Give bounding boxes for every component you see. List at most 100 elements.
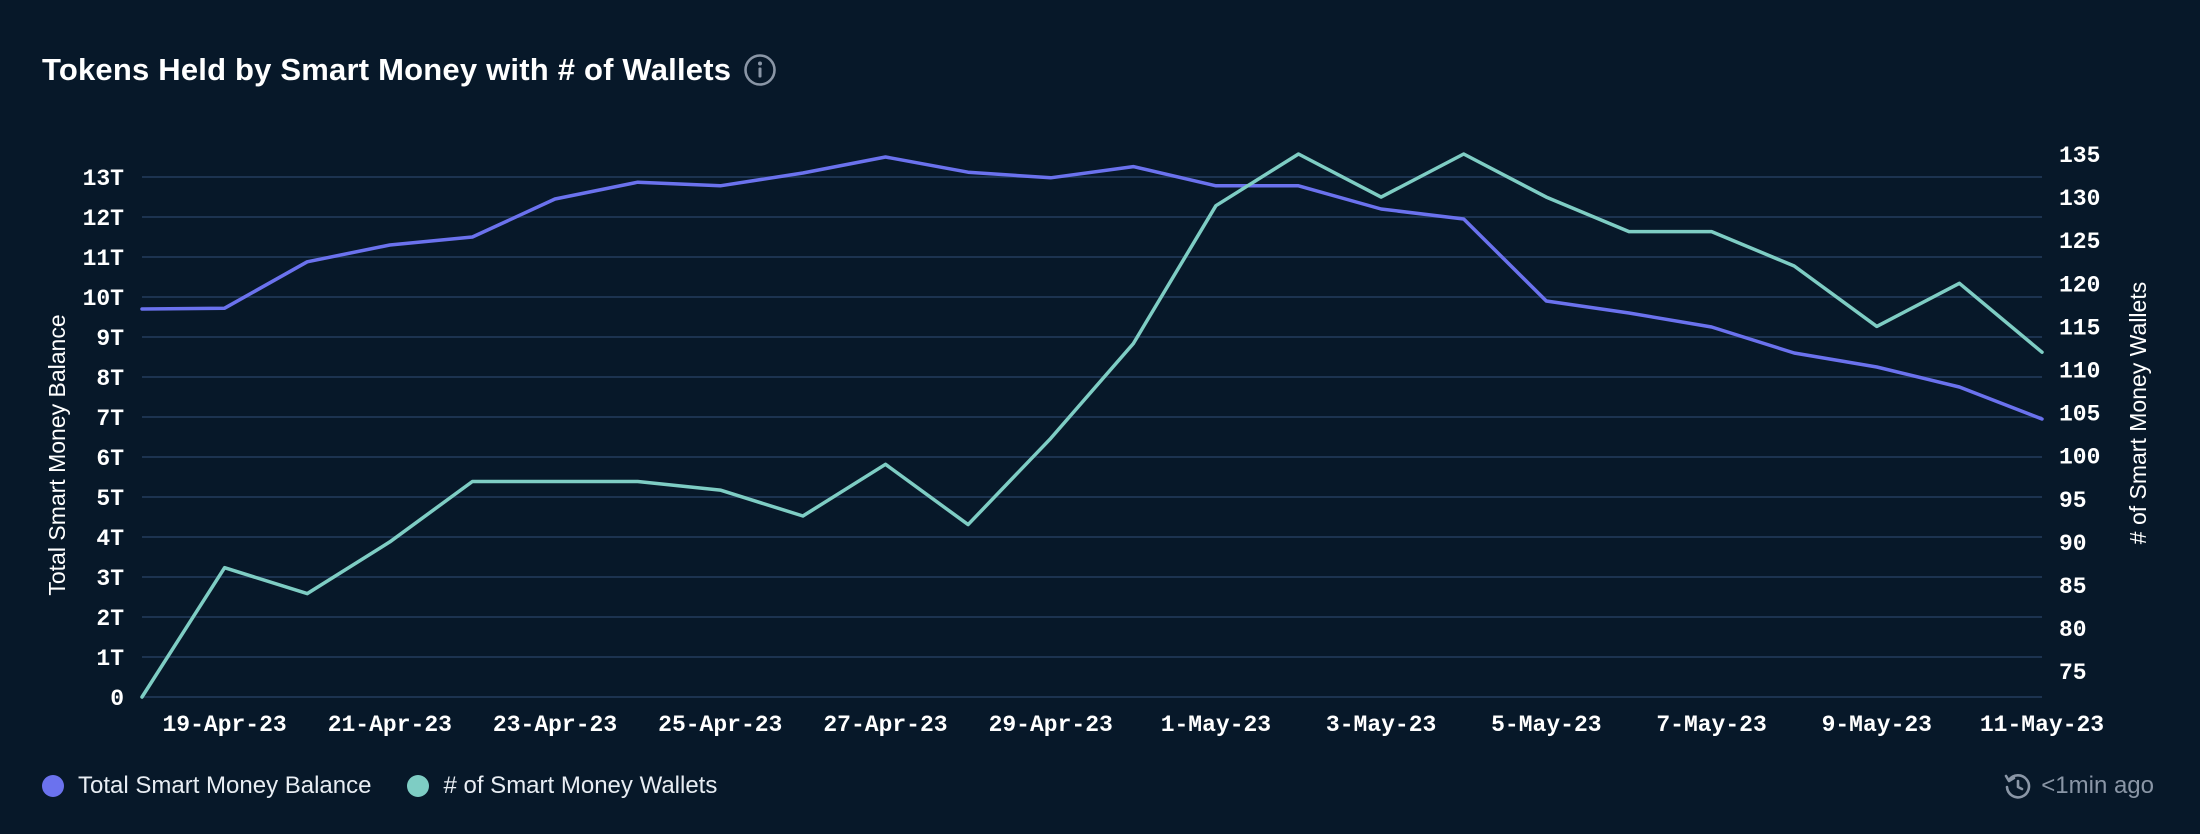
x-tick-label: 1-May-23 [1161, 712, 1271, 738]
x-tick-label: 9-May-23 [1822, 712, 1932, 738]
chart-legend: Total Smart Money Balance # of Smart Mon… [42, 772, 717, 800]
data-point-wallets [140, 695, 145, 700]
data-point-wallets [966, 522, 971, 527]
left-tick-label: 9T [96, 326, 124, 352]
data-point-wallets [387, 539, 392, 544]
chart-header: Tokens Held by Smart Money with # of Wal… [42, 52, 777, 88]
right-tick-label: 130 [2059, 186, 2100, 212]
right-tick-label: 125 [2059, 229, 2100, 255]
right-tick-label: 135 [2059, 143, 2100, 169]
left-tick-label: 1T [96, 646, 124, 672]
series-lines [140, 152, 2045, 700]
data-point-balance [1792, 351, 1797, 356]
data-point-balance [1131, 164, 1136, 169]
data-point-balance [1626, 311, 1631, 316]
data-point-wallets [1874, 324, 1879, 329]
data-point-wallets [553, 479, 558, 484]
series-line-wallets [140, 152, 2044, 699]
data-point-balance [1709, 325, 1714, 330]
data-point-balance [883, 155, 888, 160]
data-point-balance [718, 183, 723, 188]
data-point-wallets [800, 514, 805, 519]
data-point-wallets [1709, 229, 1714, 234]
refresh-clock-icon[interactable] [2003, 772, 2031, 800]
data-point-wallets [635, 479, 640, 484]
data-point-wallets [1626, 229, 1631, 234]
data-point-wallets [1296, 152, 1301, 157]
right-tick-label: 95 [2059, 488, 2087, 514]
right-tick-label: 120 [2059, 272, 2100, 298]
left-tick-label: 6T [96, 446, 124, 472]
x-tick-label: 25-Apr-23 [658, 712, 782, 738]
x-tick-label: 29-Apr-23 [989, 712, 1113, 738]
info-icon[interactable] [743, 53, 777, 87]
data-point-wallets [1544, 195, 1549, 200]
data-point-balance [966, 170, 971, 175]
data-point-wallets [1213, 203, 1218, 208]
data-point-balance [635, 180, 640, 185]
data-point-wallets [470, 479, 475, 484]
left-tick-label: 3T [96, 566, 124, 592]
left-tick-label: 7T [96, 406, 124, 432]
last-updated-text: <1min ago [2041, 772, 2154, 799]
legend-item-wallets[interactable]: # of Smart Money Wallets [407, 772, 717, 800]
right-axis-label: # of Smart Money Wallets [2125, 282, 2151, 544]
left-tick-label: 8T [96, 366, 124, 392]
left-axis-ticks: 0 1T 2T 3T 4T 5T 6T 7T 8T 9T 10T 11T 12T 13T [83, 166, 125, 712]
data-point-wallets [1379, 195, 1384, 200]
data-point-balance [1296, 183, 1301, 188]
left-axis-label: Total Smart Money Balance [44, 314, 70, 595]
legend-swatch-wallets [407, 775, 430, 797]
legend-label-wallets: # of Smart Money Wallets [443, 772, 718, 799]
left-tick-label: 4T [96, 526, 124, 552]
data-point-balance [553, 197, 558, 202]
data-point-wallets [2040, 350, 2045, 355]
right-tick-label: 110 [2059, 358, 2100, 384]
right-tick-label: 115 [2059, 315, 2100, 341]
data-point-wallets [718, 488, 723, 493]
data-point-wallets [1131, 341, 1136, 346]
last-updated: <1min ago [2003, 772, 2154, 800]
data-point-balance [140, 307, 145, 312]
left-tick-label: 11T [83, 246, 125, 272]
data-point-balance [2040, 417, 2045, 422]
right-tick-label: 100 [2059, 445, 2100, 471]
data-point-balance [1048, 175, 1053, 180]
left-tick-label: 13T [83, 166, 125, 192]
data-point-wallets [1957, 281, 1962, 286]
left-tick-label: 0 [110, 686, 124, 712]
x-tick-label: 3-May-23 [1326, 712, 1436, 738]
line-chart: 0 1T 2T 3T 4T 5T 6T 7T 8T 9T 10T 11T 12T 13T 75 80 85 90… [44, 143, 2151, 738]
right-tick-label: 105 [2059, 402, 2100, 428]
data-point-balance [1379, 207, 1384, 212]
x-tick-label: 27-Apr-23 [823, 712, 947, 738]
right-tick-label: 75 [2059, 660, 2087, 686]
left-tick-label: 10T [83, 286, 125, 312]
legend-swatch-balance [42, 775, 64, 797]
legend-label-balance: Total Smart Money Balance [78, 772, 372, 799]
right-tick-label: 80 [2059, 617, 2087, 643]
left-tick-label: 5T [96, 486, 124, 512]
data-point-balance [800, 171, 805, 176]
right-tick-label: 90 [2059, 531, 2087, 557]
data-point-balance [470, 235, 475, 240]
data-point-balance [1213, 183, 1218, 188]
data-point-balance [387, 243, 392, 248]
x-tick-label: 5-May-23 [1491, 712, 1601, 738]
x-tick-label: 21-Apr-23 [328, 712, 452, 738]
legend-item-balance[interactable]: Total Smart Money Balance [42, 772, 371, 800]
grid-lines [142, 176, 2042, 698]
chart-title: Tokens Held by Smart Money with # of Wal… [42, 52, 732, 87]
data-point-wallets [1048, 436, 1053, 441]
data-point-balance [1957, 385, 1962, 390]
data-point-balance [305, 259, 310, 264]
data-point-balance [1874, 365, 1879, 370]
right-axis-ticks: 75 80 85 90 95 100 105 110 115 120 125 130 135 [2059, 143, 2100, 686]
data-point-wallets [883, 462, 888, 467]
x-tick-label: 7-May-23 [1656, 712, 1766, 738]
data-point-wallets [305, 591, 310, 596]
series-line-balance [140, 155, 2044, 421]
data-point-wallets [1461, 152, 1466, 157]
data-point-balance [1544, 299, 1549, 304]
data-point-wallets [1792, 264, 1797, 269]
